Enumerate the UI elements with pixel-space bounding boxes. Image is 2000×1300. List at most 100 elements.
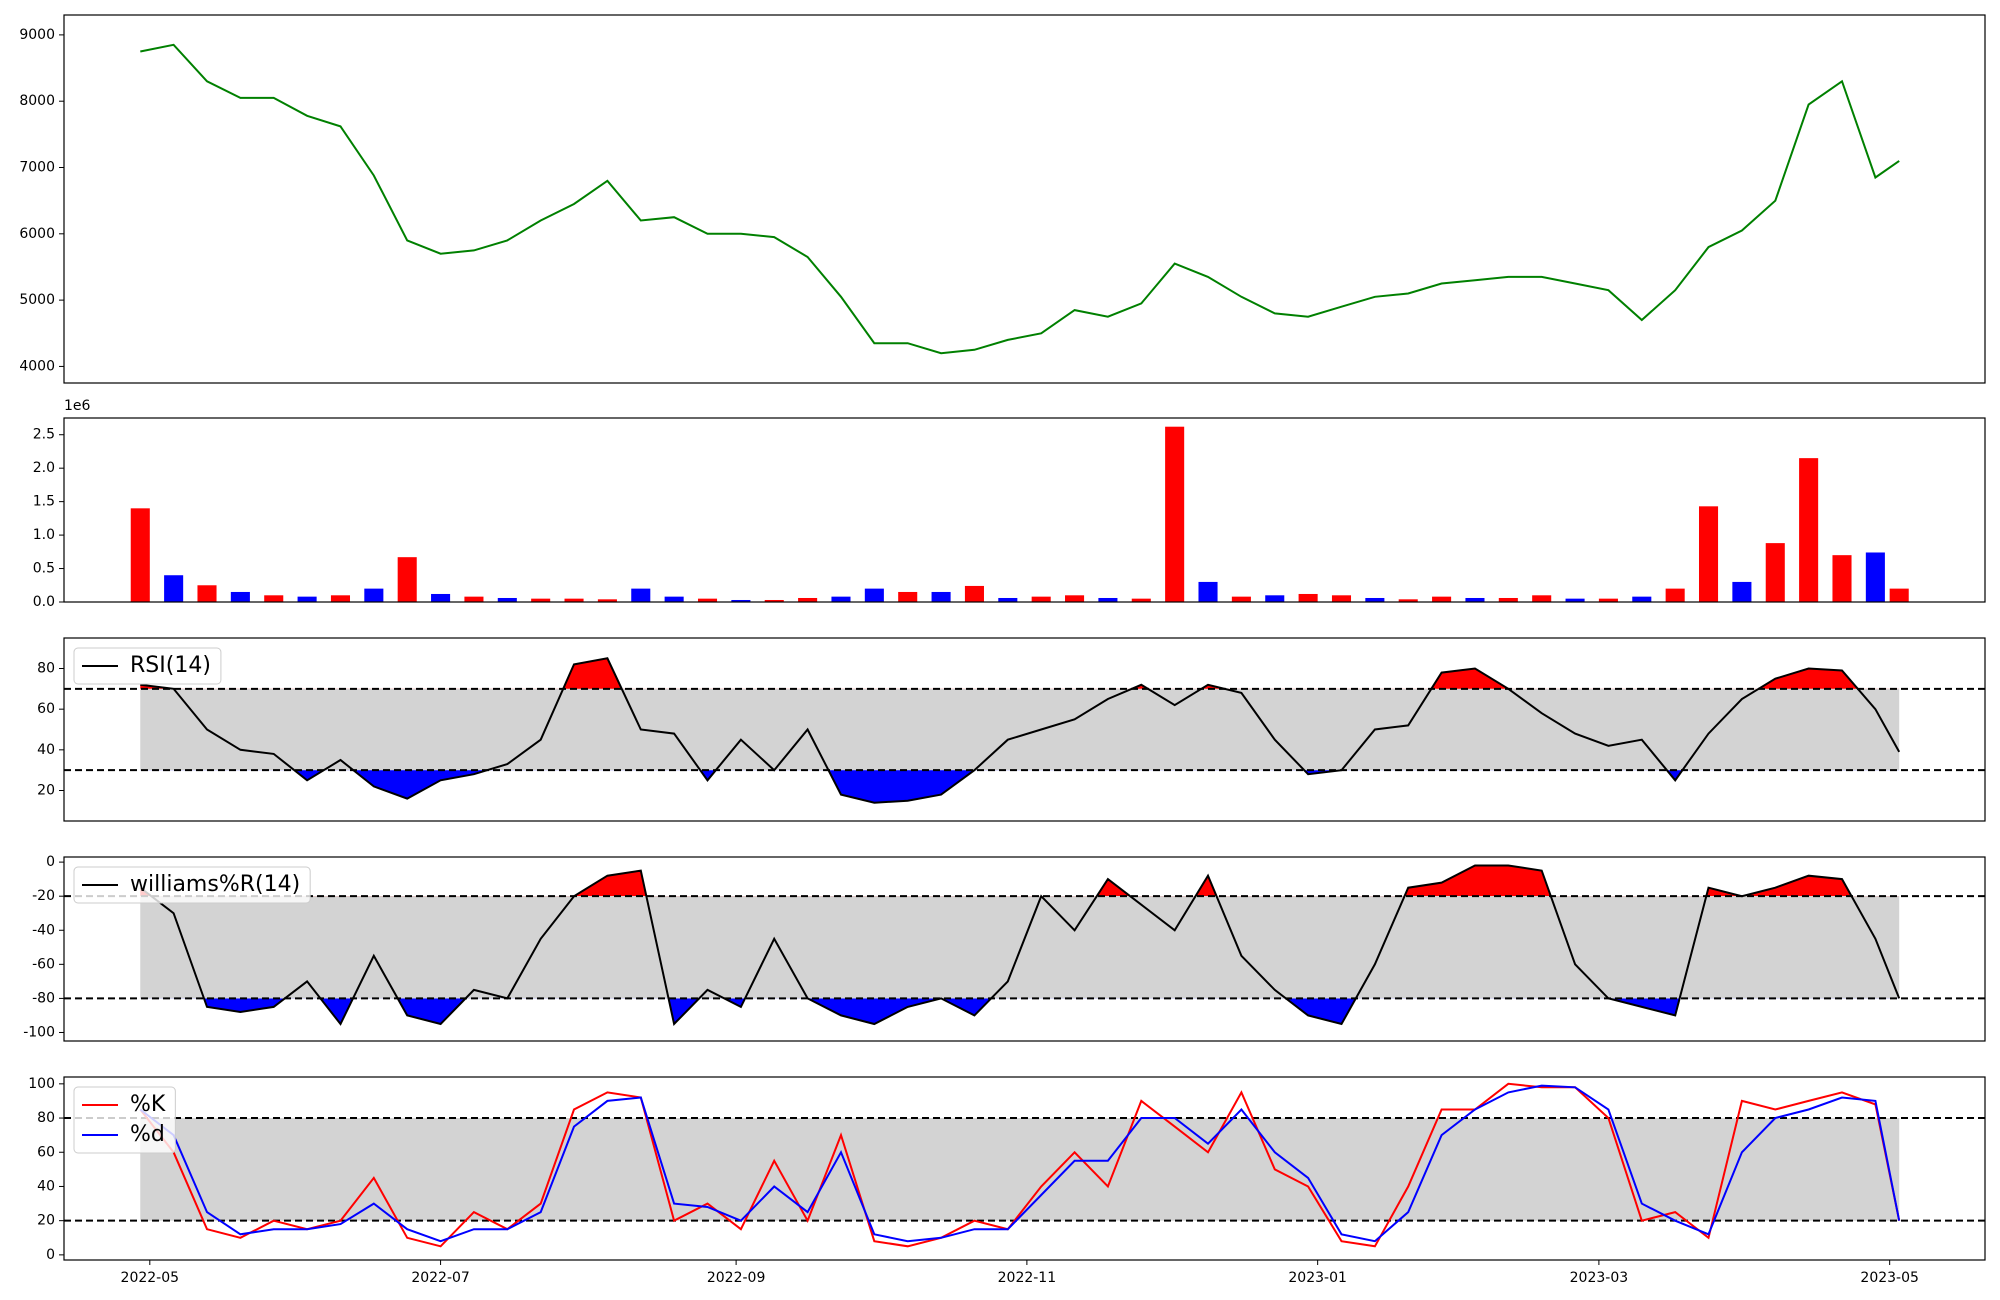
volume-bar [564,598,584,602]
indicator-line [140,657,1901,804]
y-tick-label: 2.5 [33,427,55,443]
volume-bar [898,591,918,602]
volume-bar [364,588,384,602]
legend-label: williams%R(14) [130,872,300,897]
volume-bar [1565,598,1585,602]
volume-bar [1231,596,1251,602]
volume-bar [1799,458,1819,602]
price-line [140,43,1900,355]
volume-bar [597,599,617,602]
legend-box [73,647,222,685]
volume-bar [998,597,1018,602]
threshold-band [140,896,1900,999]
panel-frame [63,1076,1986,1261]
volume-bar [431,593,451,602]
volume-bar [1365,597,1385,602]
y-tick-label: 0.0 [33,594,55,610]
overbought-fill [140,865,1900,897]
volume-bar [1465,597,1485,602]
volume-bar [798,597,818,602]
y-tick-label: 2.0 [33,460,55,476]
y-tick-label: 6000 [19,226,55,242]
volume-bar [1765,543,1785,602]
volume-bar [1165,426,1185,602]
volume-bar [1732,581,1752,602]
panel-frame [63,637,1986,822]
x-tick-label: 2022-09 [707,1270,766,1286]
volume-bar [831,596,851,602]
y-tick-label: -60 [32,956,55,972]
volume-bar [1065,595,1085,602]
plot-area [64,864,1985,1027]
y-tick-label: -40 [32,922,55,938]
volume-bar [631,588,651,602]
legend: RSI(14) [73,647,222,685]
volume-bar [1098,597,1118,602]
volume-bar [731,599,751,602]
y-tick-label: 100 [28,1076,55,1092]
volume-bar [531,598,551,602]
y-tick-label: 0.5 [33,561,55,577]
x-tick-label: 2022-07 [411,1270,470,1286]
y-tick-label: 40 [37,742,55,758]
y-tick-label: -100 [23,1024,55,1040]
volume-bar [964,585,984,602]
legend-label: %K [130,1092,166,1117]
plot-area [140,43,1900,355]
volume-bar [864,588,884,602]
y-tick-label: 0 [46,1247,55,1263]
x-tick-label: 2023-05 [1860,1270,1919,1286]
x-tick-label: 2023-03 [1570,1270,1629,1286]
panel-frame [63,14,1986,384]
y-tick-label: 80 [37,661,55,677]
y-tick-label: 60 [37,1144,55,1160]
volume-bar [1889,588,1909,602]
axis-offset-label: 1e6 [64,398,91,414]
legend: %K %d [73,1086,176,1154]
legend-box [73,866,311,904]
volume-bar [664,596,684,602]
y-tick-label: 4000 [19,358,55,374]
y-tick-label: 0 [46,854,55,870]
indicator-line [139,864,1901,1027]
panel-frame [63,856,1986,1042]
volume-bar [931,591,951,602]
volume-bar [397,557,417,602]
x-tick-label: 2023-01 [1288,1270,1347,1286]
threshold-band [140,688,1900,771]
x-tick-label: 2022-05 [121,1270,180,1286]
y-tick-label: 40 [37,1178,55,1194]
volume-bar [330,595,351,602]
y-tick-label: 5000 [19,292,55,308]
volume-bar [764,599,784,602]
legend-box [73,1086,176,1154]
volume-bar [164,575,184,602]
panel-frame [63,417,1986,603]
volume-bar [1498,597,1518,602]
y-tick-label: 20 [37,1213,55,1229]
volume-bar [1665,588,1685,602]
volume-bar [1432,596,1452,602]
plot-area [64,1082,1985,1248]
volume-bar [1532,595,1552,602]
volume-bar [264,595,284,602]
volume-bar [1331,595,1352,602]
legend-label: RSI(14) [130,653,211,678]
y-tick-label: -80 [32,990,55,1006]
volume-bar [297,596,317,602]
volume-bar [130,508,150,602]
y-tick-label: 1.0 [33,527,55,543]
oversold-fill [140,770,1900,803]
x-tick-label: 2022-11 [998,1270,1057,1286]
y-tick-label: 80 [37,1110,55,1126]
legend-label: %d [130,1122,165,1147]
overbought-fill [140,658,1900,689]
volume-bar [1131,598,1151,602]
volume-bar [1698,506,1719,602]
plot-area [64,657,1985,804]
volume-bar [1198,581,1218,602]
volume-bar [197,585,217,602]
y-tick-label: 7000 [19,160,55,176]
y-tick-label: 20 [37,783,55,799]
volume-bar [1398,599,1418,602]
